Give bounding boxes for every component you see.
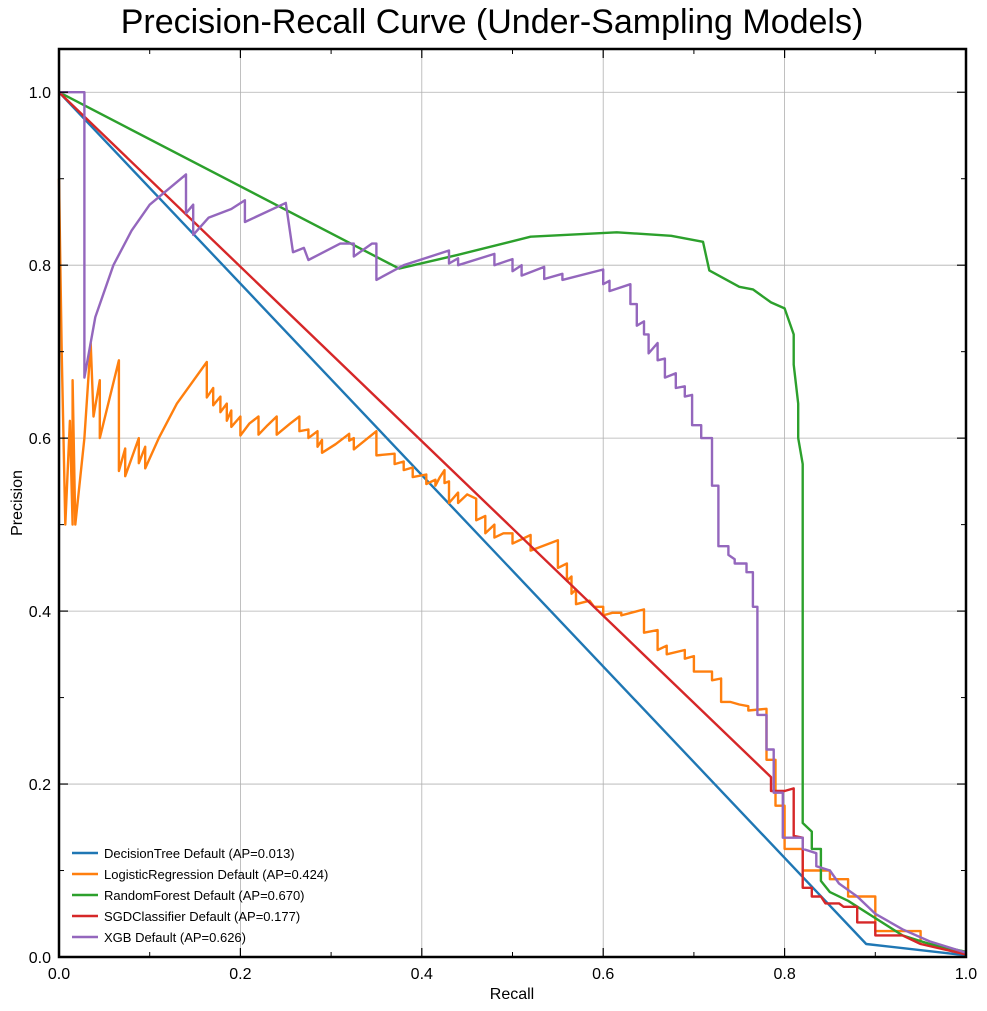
legend-entry: RandomForest Default (AP=0.670)	[104, 888, 305, 903]
y-tick-label: 0.6	[29, 431, 51, 448]
y-tick-label: 0.2	[29, 777, 51, 794]
x-tick-label: 1.0	[955, 966, 977, 983]
series-lines	[57, 90, 967, 957]
y-tick-label: 1.0	[29, 85, 51, 102]
series-line-4	[58, 91, 967, 956]
y-tick-label: 0.0	[29, 950, 51, 967]
legend-entry: XGB Default (AP=0.626)	[104, 930, 246, 945]
x-tick-label: 0.2	[229, 966, 251, 983]
series-line-5	[59, 90, 967, 954]
x-tick-label: 0.4	[411, 966, 433, 983]
y-tick-label: 0.8	[29, 258, 51, 275]
plot-frame	[57, 47, 968, 959]
legend-entry: DecisionTree Default (AP=0.013)	[104, 846, 295, 861]
grid-lines	[58, 49, 967, 958]
legend-entry: LogisticRegression Default (AP=0.424)	[104, 867, 328, 882]
y-tick-label: 0.4	[29, 604, 51, 621]
x-axis-label: Recall	[490, 986, 534, 1003]
axis-ticks: 0.0 0.2 0.4 0.6 0.8 1.0 0.0 0.2 0.4 0.6 0.8 1.0	[29, 49, 977, 983]
legend-entry: SGDClassifier Default (AP=0.177)	[104, 909, 300, 924]
y-axis-label: Precision	[9, 470, 26, 536]
x-tick-label: 0.8	[773, 966, 795, 983]
series-line-2	[57, 178, 967, 955]
series-line-1	[58, 91, 967, 957]
series-line-3	[58, 91, 967, 953]
chart-title: Precision-Recall Curve (Under-Sampling M…	[121, 3, 864, 41]
x-tick-label: 0.6	[592, 966, 614, 983]
legend: DecisionTree Default (AP=0.013) LogisticR…	[72, 846, 328, 945]
x-tick-label: 0.0	[48, 966, 70, 983]
